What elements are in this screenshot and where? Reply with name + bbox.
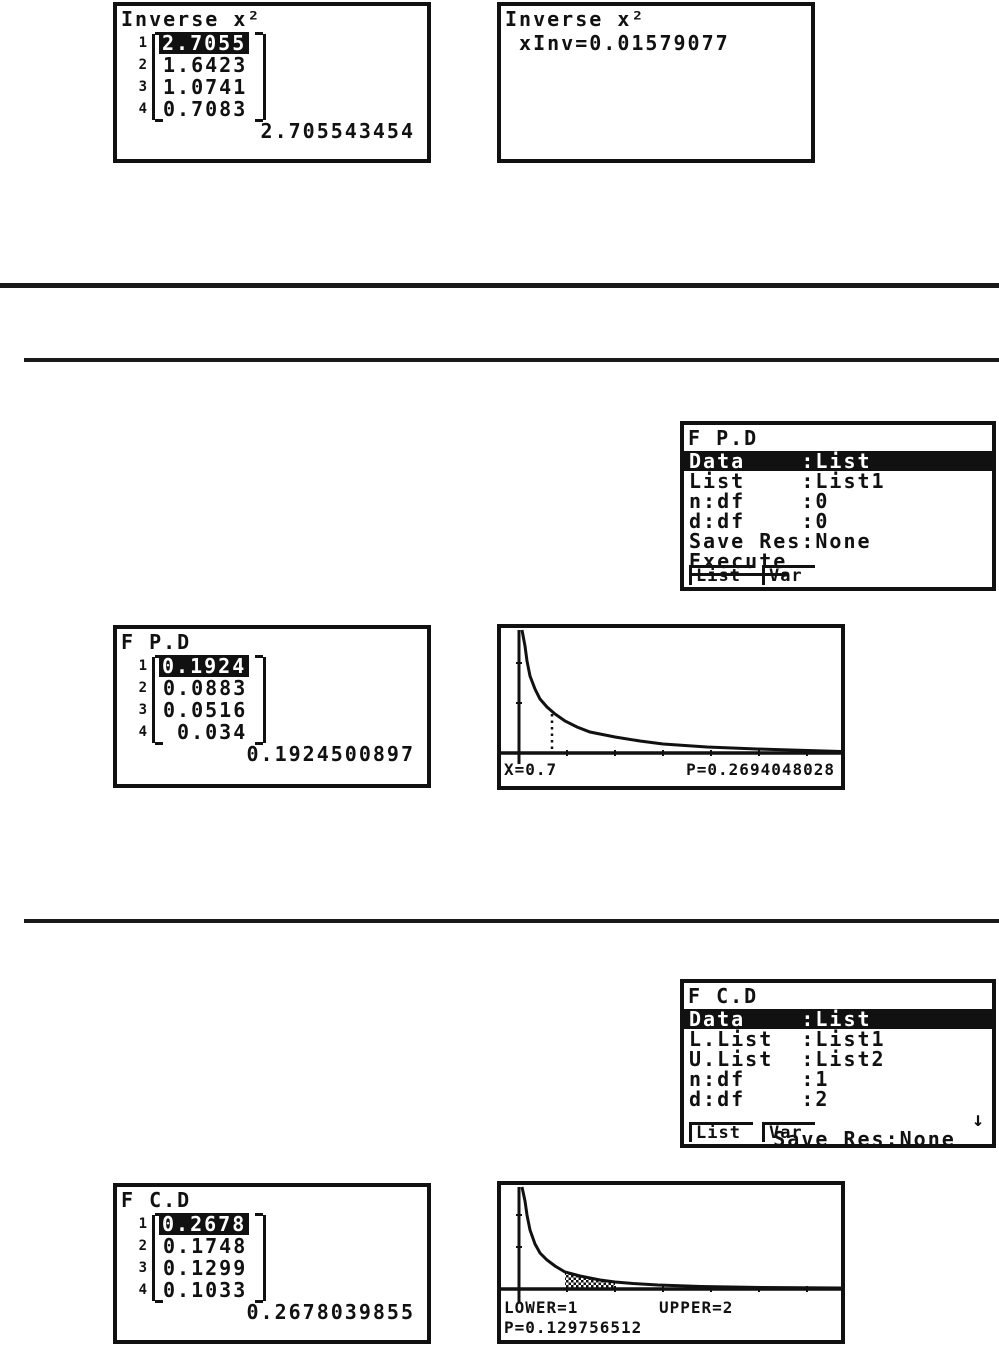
row-index: 4 xyxy=(138,724,147,740)
section-divider-2 xyxy=(24,358,999,362)
row-value: 0.7083 xyxy=(163,97,248,121)
list-bracket-block: 1 0.1924 2 0.0883 3 0.0516 4 0.034 xyxy=(123,655,273,745)
menu-item-llist: L.List :List1 xyxy=(689,1027,886,1051)
list-item: 2 0.0883 xyxy=(123,677,273,699)
row-value: 1.6423 xyxy=(163,53,248,77)
save-res-value: :None xyxy=(885,1127,956,1148)
f-distribution-density-plot xyxy=(501,629,841,764)
function-key-menu: List Var xyxy=(689,565,815,585)
y-axis-ticks xyxy=(516,1214,522,1248)
fkey-var: Var xyxy=(761,1122,815,1142)
upper-bound-label: UPPER=2 xyxy=(659,1298,734,1317)
menu-item-save-res: Save Res:None xyxy=(689,529,872,553)
screen-fcd-list: F C.D 1 0.2678 2 0.1748 3 0.1299 4 0.1033 0.… xyxy=(113,1183,431,1344)
screen-fcd-graph: LOWER=1 UPPER=2 P=0.129756512 xyxy=(497,1181,845,1344)
screen-fcd-menu: F C.D Data :List L.List :List1 U.List :L… xyxy=(680,979,996,1148)
fkey-var: Var xyxy=(761,565,815,585)
list-item: 3 0.0516 xyxy=(123,699,273,721)
list-item: 4 0.1033 xyxy=(123,1279,273,1301)
list-item: 1 0.1924 xyxy=(123,655,273,677)
row-value: 0.0883 xyxy=(163,676,248,700)
screen-title: Inverse x² xyxy=(505,7,646,31)
lower-bound-label: LOWER=1 xyxy=(504,1298,579,1317)
list-bracket-block: 1 2.7055 2 1.6423 3 1.0741 4 0.7083 xyxy=(123,32,273,122)
screen-title: F P.D xyxy=(121,630,192,654)
menu-item-ddf: d:df :2 xyxy=(689,1087,830,1111)
menu-item-data: Data :List xyxy=(684,451,992,471)
screen-fpd-list: F P.D 1 0.1924 2 0.0883 3 0.0516 4 0.034 0.… xyxy=(113,625,431,788)
screen-title: F C.D xyxy=(121,1188,192,1212)
row-value: 0.1033 xyxy=(163,1278,248,1302)
section-divider-top xyxy=(0,283,999,288)
row-index: 1 xyxy=(138,658,147,674)
screen-inverse-chi2-list: Inverse x² 1 2.7055 2 1.6423 3 1.0741 4 0.70… xyxy=(113,2,431,163)
menu-item-ndf: n:df :1 xyxy=(689,1067,830,1091)
highlighted-value: 0.1924 xyxy=(159,655,250,677)
row-index: 4 xyxy=(138,1282,147,1298)
result-value: 0.2678039855 xyxy=(246,1300,415,1324)
menu-item-list: List :List1 xyxy=(689,469,886,493)
f-density-curve xyxy=(520,629,841,753)
list-item: 1 0.2678 xyxy=(123,1213,273,1235)
screen-inverse-chi2-result: Inverse x² xInv=0.01579077 xyxy=(497,2,815,163)
highlighted-value: 0.2678 xyxy=(159,1213,250,1235)
screen-title: F C.D xyxy=(688,984,759,1008)
row-index: 3 xyxy=(138,1260,147,1276)
list-item: 1 2.7055 xyxy=(123,32,273,54)
row-value: 1.0741 xyxy=(163,75,248,99)
scroll-down-arrow-icon: ↓ xyxy=(971,1107,984,1131)
result-value: 0.1924500897 xyxy=(246,742,415,766)
row-value: 0.0516 xyxy=(163,698,248,722)
screen-fpd-graph: X=0.7 P=0.2694048028 xyxy=(497,624,845,790)
f-distribution-area-plot xyxy=(501,1186,841,1303)
row-value: 0.1299 xyxy=(163,1256,248,1280)
y-axis-ticks xyxy=(516,662,522,704)
function-key-menu: List Var xyxy=(689,1122,815,1142)
row-value: 0.034 xyxy=(163,720,248,744)
menu-item-data: Data :List xyxy=(684,1009,992,1029)
bracket-right xyxy=(255,655,266,745)
screen-title: F P.D xyxy=(688,426,759,450)
highlighted-value: 2.7055 xyxy=(159,32,250,54)
fkey-list: List xyxy=(689,565,753,585)
list-item: 2 0.1748 xyxy=(123,1235,273,1257)
row-value: 0.1748 xyxy=(163,1234,248,1258)
fkey-list: List xyxy=(689,1122,753,1142)
row-index: 1 xyxy=(138,35,147,51)
list-item: 2 1.6423 xyxy=(123,54,273,76)
save-res-label: Save Res xyxy=(773,1127,886,1144)
row-index: 1 xyxy=(138,1216,147,1232)
list-item: 4 0.7083 xyxy=(123,98,273,120)
row-index: 2 xyxy=(138,680,147,696)
list-item: 3 1.0741 xyxy=(123,76,273,98)
p-value-label: P=0.2694048028 xyxy=(686,760,835,779)
list-item: 3 0.1299 xyxy=(123,1257,273,1279)
bracket-right xyxy=(255,32,266,122)
row-index: 3 xyxy=(138,702,147,718)
row-index: 3 xyxy=(138,79,147,95)
list-bracket-block: 1 0.2678 2 0.1748 3 0.1299 4 0.1033 xyxy=(123,1213,273,1303)
menu-item-save-res: Save Res:None ↓ xyxy=(684,1107,992,1144)
result-value: 2.705543454 xyxy=(260,119,415,143)
p-value-label: P=0.129756512 xyxy=(504,1318,643,1337)
screen-fpd-menu: F P.D Data :List List :List1 n:df :0 d:d… xyxy=(680,421,996,591)
xinv-result-line: xInv=0.01579077 xyxy=(505,31,730,55)
row-index: 2 xyxy=(138,1238,147,1254)
section-divider-3 xyxy=(24,919,999,923)
bracket-right xyxy=(255,1213,266,1303)
menu-item-ulist: U.List :List2 xyxy=(689,1047,886,1071)
row-index: 4 xyxy=(138,101,147,117)
list-item: 4 0.034 xyxy=(123,721,273,743)
menu-item-ddf: d:df :0 xyxy=(689,509,830,533)
f-density-curve xyxy=(520,1186,841,1290)
row-index: 2 xyxy=(138,57,147,73)
screen-title: Inverse x² xyxy=(121,7,262,31)
menu-item-ndf: n:df :0 xyxy=(689,489,830,513)
x-value-label: X=0.7 xyxy=(504,760,558,779)
